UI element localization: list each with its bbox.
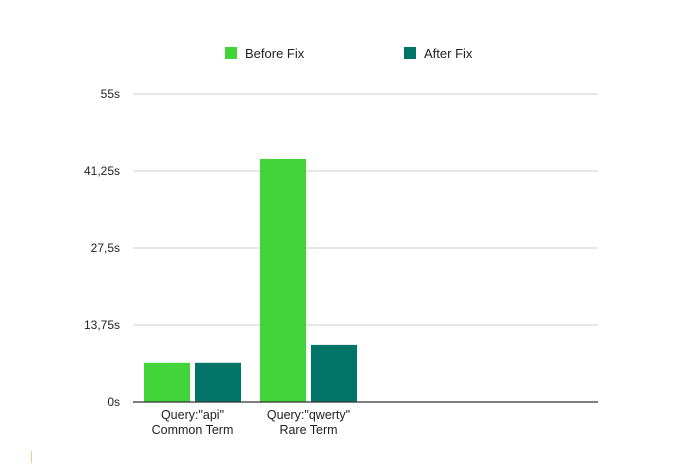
- x-category-label: Query:"qwerty": [267, 408, 350, 422]
- y-axis-ticks: 0s 13,75s 27,5s 41,25s 55s: [84, 87, 120, 409]
- bar: [311, 344, 357, 402]
- y-tick-label: 27,5s: [91, 241, 120, 255]
- grid-lines: [133, 93, 598, 326]
- bars: [144, 158, 357, 402]
- y-tick-label: 0s: [107, 395, 120, 409]
- y-tick-label: 13,75s: [84, 318, 120, 332]
- legend-swatch: [225, 47, 237, 59]
- y-tick-label: 41,25s: [84, 164, 120, 178]
- legend-swatch: [404, 47, 416, 59]
- bar: [260, 158, 306, 402]
- legend-label: Before Fix: [245, 46, 305, 61]
- x-category-label: Common Term: [152, 423, 234, 437]
- y-tick-label: 55s: [101, 87, 120, 101]
- legend: Before Fix After Fix: [225, 46, 473, 61]
- edge-mark: [31, 451, 32, 463]
- x-category-label: Rare Term: [279, 423, 337, 437]
- bar: [144, 362, 190, 402]
- legend-label: After Fix: [424, 46, 473, 61]
- x-axis-labels: Query:"api"Common Term Query:"qwerty"Rare…: [152, 408, 350, 437]
- x-category-label: Query:"api": [161, 408, 224, 422]
- bar: [195, 362, 241, 402]
